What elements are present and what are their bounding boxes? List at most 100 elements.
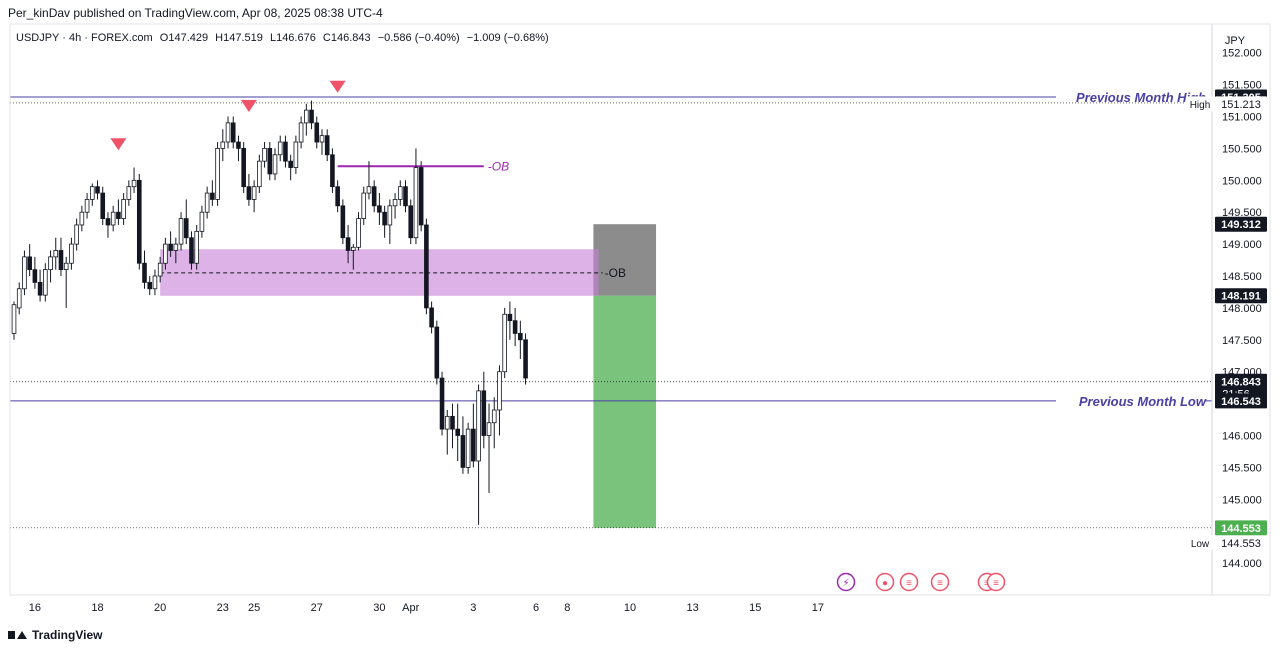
x-tick-label: 10 (624, 602, 636, 614)
candle-body (225, 122, 231, 143)
bearish-candle (32, 256, 38, 289)
candle-body (361, 192, 367, 219)
candles-layer (11, 100, 528, 525)
lightning-event-icon[interactable]: ⚡ (836, 572, 856, 592)
candle-body (142, 262, 147, 283)
bearish-candle (424, 218, 429, 315)
candle-body (136, 179, 142, 264)
candle-body (288, 160, 293, 168)
x-tick-label: 30 (373, 602, 385, 614)
bullish-candle (293, 135, 299, 174)
bullish-candle (152, 269, 158, 296)
bearish-candle (377, 193, 382, 225)
price-label-value: 144.553 (1221, 538, 1261, 550)
bullish-candle (69, 237, 74, 270)
bearish-candle (309, 100, 314, 130)
price-label: 149.312 (1215, 216, 1267, 232)
bullish-candle (397, 180, 403, 206)
bearish-candle (136, 173, 142, 270)
x-tick-label: 20 (154, 602, 166, 614)
bearish-candle (210, 180, 215, 206)
candle-body (105, 218, 111, 226)
bearish-candle (230, 116, 236, 149)
bullish-candle (178, 212, 184, 251)
bearish-candle (450, 403, 455, 449)
candle-body (16, 288, 22, 309)
y-tick-label: 149.500 (1222, 207, 1262, 219)
bullish-candle (465, 422, 471, 474)
bearish-candle (460, 416, 466, 474)
bearish-candle (241, 142, 246, 194)
candle-body (126, 186, 132, 200)
candle-body (11, 304, 17, 334)
us-flag-icon[interactable]: ≡ (986, 572, 1006, 592)
candle-body (131, 179, 137, 188)
x-tick-label: 6 (533, 602, 539, 614)
y-tick-label: 152.000 (1222, 48, 1262, 60)
bullish-candle (491, 397, 497, 449)
record-event-icon[interactable]: ● (875, 572, 895, 592)
legend-symbol[interactable]: USDJPY · 4h · FOREX.com (16, 32, 153, 44)
event-icon-ring (875, 572, 895, 592)
legend-change-2: −1.009 (−0.68%) (466, 32, 549, 44)
candle-body (241, 148, 246, 188)
candle-body (48, 256, 53, 271)
candle-body (230, 122, 236, 143)
x-tick-label: 8 (564, 602, 570, 614)
candle-body (163, 243, 168, 264)
candle-body (43, 269, 48, 296)
event-icon-glyph: ≡ (993, 578, 999, 589)
bullish-candle (199, 205, 205, 238)
candle-body (486, 422, 492, 436)
candle-body (173, 243, 179, 251)
candle-body (63, 262, 69, 271)
bearish-candle (403, 180, 408, 213)
candle-body (110, 211, 116, 226)
bullish-candle (361, 186, 367, 225)
candle-body (236, 141, 241, 149)
candle-body (168, 243, 173, 251)
bullish-candle (251, 180, 257, 213)
bullish-candle (16, 282, 22, 315)
candle-body (356, 218, 361, 248)
price-label-box (1215, 216, 1267, 232)
x-tick-label: 23 (217, 602, 229, 614)
candle-body (387, 205, 393, 226)
candle-body (319, 135, 325, 143)
bullish-candle (502, 307, 507, 379)
price-label-box (1215, 288, 1267, 304)
candle-body (465, 428, 471, 468)
symbol-legend: USDJPY · 4h · FOREX.com O147.429 H147.51… (16, 32, 553, 44)
bullish-candle (79, 205, 85, 232)
candle-body (309, 109, 314, 124)
bullish-candle (121, 193, 126, 225)
bullish-candle (110, 205, 116, 232)
candle-body (429, 307, 434, 328)
bullish-candle (173, 237, 179, 264)
x-tick-label: 17 (812, 602, 824, 614)
bearish-candle (267, 142, 273, 181)
price-label-value: 151.213 (1221, 99, 1261, 111)
price-label-value: 148.191 (1221, 291, 1261, 303)
bearish-candle (58, 237, 64, 277)
candle-body (507, 313, 513, 322)
y-tick-label: 148.000 (1222, 303, 1262, 315)
candle-body (84, 199, 90, 213)
price-label-value: 149.312 (1221, 219, 1261, 231)
us-flag-icon[interactable]: ≡ (930, 572, 950, 592)
bearish-candle (335, 180, 340, 213)
us-flag-icon[interactable]: ≡ (899, 572, 919, 592)
bearish-candle (523, 333, 528, 385)
candle-body (32, 269, 38, 283)
bullish-candle (194, 224, 200, 270)
bullish-candle (413, 148, 419, 245)
candle-body (471, 428, 476, 462)
candle-body (246, 186, 252, 200)
x-tick-label: 15 (749, 602, 761, 614)
candle-body (53, 250, 59, 258)
bullish-candle (277, 135, 283, 162)
candle-body (152, 275, 158, 290)
candle-body (251, 186, 257, 200)
candle-body (194, 230, 200, 264)
